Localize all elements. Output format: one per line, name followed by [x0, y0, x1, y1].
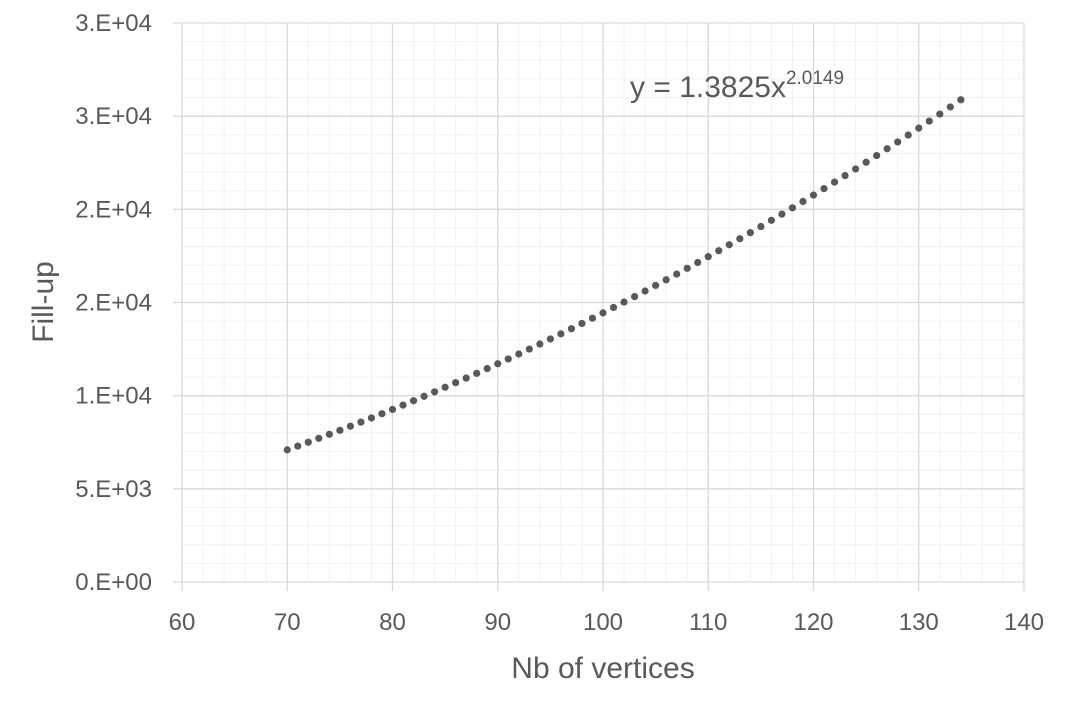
data-point [367, 414, 376, 422]
data-point [694, 258, 702, 267]
data-point [409, 397, 418, 405]
data-point [473, 369, 481, 377]
data-point [904, 131, 912, 139]
data-points [283, 96, 965, 454]
data-point [388, 405, 397, 414]
data-point [399, 401, 407, 409]
data-point [441, 383, 449, 391]
data-point [609, 303, 618, 312]
data-point [525, 345, 533, 353]
data-point [862, 158, 870, 166]
data-point [704, 253, 712, 261]
x-tick-label: 70 [274, 609, 301, 636]
y-tick-label: 0.E+00 [75, 569, 152, 596]
data-point [820, 185, 828, 193]
data-point [346, 422, 354, 430]
data-point [736, 235, 744, 243]
x-tick-label: 110 [689, 609, 727, 636]
y-tick-label: 5.E+03 [75, 476, 152, 503]
data-point [746, 229, 754, 237]
data-point [925, 117, 933, 125]
data-point [336, 426, 344, 434]
data-point [378, 410, 386, 418]
y-axis-ticks: 0.E+00 5.E+03 1.E+04 2.E+04 2.E+04 3.E+04 3.E+… [75, 10, 182, 596]
x-tick-label: 140 [1004, 609, 1044, 636]
y-tick-label: 3.E+04 [75, 10, 152, 37]
data-point [557, 330, 565, 338]
data-point [673, 270, 681, 278]
data-point [283, 446, 291, 454]
data-point [883, 145, 891, 153]
data-point [599, 309, 607, 317]
data-point [515, 350, 523, 358]
data-point [852, 165, 860, 173]
x-tick-label: 120 [793, 609, 833, 636]
trendline-equation-base: y = 1.3825x [630, 71, 786, 104]
data-point [767, 216, 776, 224]
data-point [357, 418, 365, 426]
data-point [662, 276, 670, 284]
data-point [452, 379, 460, 387]
data-point [431, 388, 439, 396]
data-point [462, 374, 470, 382]
x-axis-title: Nb of vertices [511, 652, 694, 685]
y-tick-label: 1.E+04 [75, 383, 152, 410]
data-point [915, 124, 923, 132]
data-point [420, 392, 428, 400]
trendline-equation-exponent: 2.0149 [786, 68, 844, 89]
data-point [546, 335, 554, 343]
y-tick-label: 2.E+04 [75, 196, 152, 223]
data-point [483, 364, 491, 373]
data-point [936, 110, 944, 118]
x-tick-label: 80 [379, 609, 406, 636]
data-point [841, 171, 849, 180]
y-axis-title: Fill-up [27, 261, 60, 343]
data-point [873, 151, 881, 160]
data-point [536, 340, 544, 348]
x-tick-label: 100 [583, 609, 623, 636]
data-point [494, 360, 502, 368]
data-point [630, 292, 639, 301]
data-point [946, 103, 954, 111]
data-point [294, 442, 302, 450]
y-tick-label: 3.E+04 [75, 103, 152, 130]
data-point [641, 287, 649, 295]
x-axis-ticks: 60 70 80 90 100 110 120 130 140 [169, 582, 1044, 636]
data-point [683, 264, 691, 272]
data-point [809, 191, 818, 199]
data-point [315, 434, 323, 442]
data-point [578, 319, 586, 328]
x-tick-label: 90 [484, 609, 511, 636]
data-point [567, 325, 576, 333]
data-point [504, 355, 512, 363]
data-point [799, 197, 807, 206]
data-point [957, 96, 965, 104]
x-tick-label: 60 [169, 609, 196, 636]
data-point [778, 210, 786, 218]
data-point [652, 281, 660, 290]
data-point [830, 178, 839, 186]
data-point [788, 204, 797, 212]
x-tick-label: 130 [899, 609, 939, 636]
trendline-equation: y = 1.3825x2.0149 [630, 68, 844, 104]
data-point [620, 298, 628, 306]
data-point [588, 314, 597, 322]
data-point [325, 430, 333, 438]
data-point [715, 247, 723, 255]
data-point [304, 438, 312, 446]
data-point [894, 138, 902, 146]
data-point [725, 241, 733, 249]
data-point [757, 222, 765, 231]
y-tick-label: 2.E+04 [75, 290, 152, 317]
